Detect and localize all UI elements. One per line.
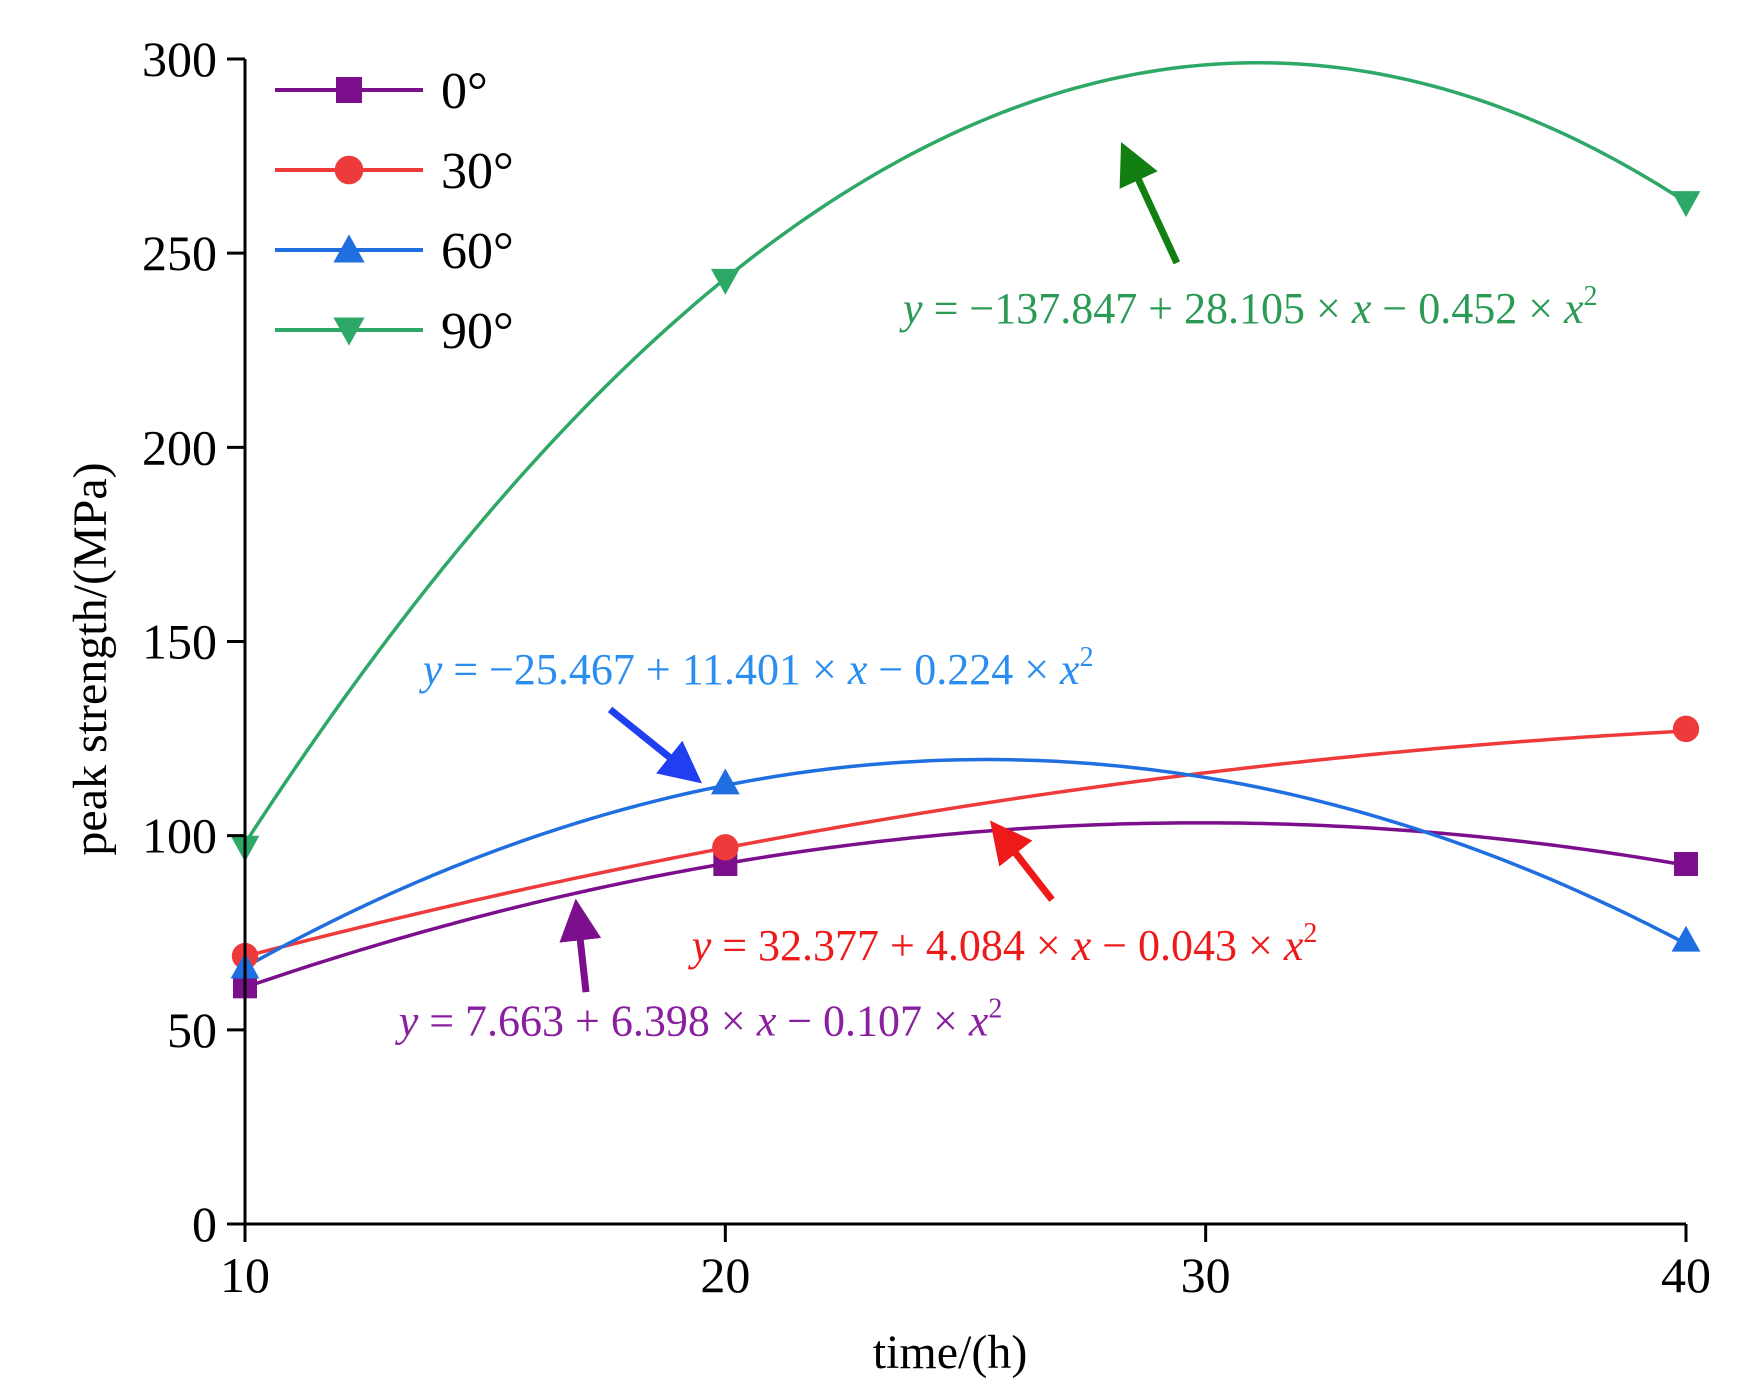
equation-60deg: y = −25.467 + 11.401 × x − 0.224 × x2 [419, 642, 1094, 694]
marker-circle [712, 834, 739, 861]
x-tick-label: 20 [700, 1247, 750, 1303]
marker-triangle-up [1671, 925, 1701, 952]
annotation-arrow-0deg [559, 898, 602, 993]
marker-triangle-down [1671, 191, 1701, 218]
y-tick-label: 50 [167, 1002, 217, 1058]
legend: 0° 30° 60° 90° [275, 63, 514, 360]
annotation-arrow-30deg [990, 820, 1055, 902]
fit-curve-0deg [244, 821, 1687, 989]
y-tick-label: 150 [142, 614, 217, 670]
fit-curve-30deg [244, 729, 1687, 959]
annotation-arrow-90deg [1119, 141, 1181, 265]
y-axis-title: peak strength/(MPa) [64, 462, 117, 855]
equation-annotations: y = −137.847 + 28.105 × x − 0.452 × x2 y … [395, 141, 1598, 1046]
axes: 0 50 100 150 200 250 300 10 20 30 40 [142, 31, 1711, 1303]
legend-label: 30° [441, 143, 514, 200]
marker-square [336, 77, 362, 103]
equation-0deg: y = 7.663 + 6.398 × x − 0.107 × x2 [395, 994, 1003, 1046]
marker-triangle-up [333, 234, 365, 263]
marker-circle [1672, 715, 1700, 743]
legend-item-30deg: 30° [275, 143, 514, 200]
marker-circle [334, 155, 364, 185]
x-tick-label: 40 [1661, 1247, 1711, 1303]
legend-label: 0° [441, 63, 488, 120]
x-tick-label: 10 [220, 1247, 270, 1303]
y-tick-label: 250 [142, 225, 217, 281]
annotation-arrow-60deg [607, 706, 702, 784]
marker-triangle-down [710, 268, 740, 295]
marker-triangle-up [710, 768, 740, 795]
fit-curve-60deg [244, 757, 1687, 969]
fit-curves [243, 60, 1687, 989]
x-axis-title: time/(h) [873, 1326, 1028, 1379]
x-tick-label: 30 [1181, 1247, 1231, 1303]
y-tick-label: 100 [142, 808, 217, 864]
marker-triangle-down [333, 317, 365, 346]
fit-curve-90deg [243, 60, 1687, 845]
legend-label: 60° [441, 223, 514, 280]
equation-90deg: y = −137.847 + 28.105 × x − 0.452 × x2 [899, 281, 1598, 333]
legend-item-60deg: 60° [275, 223, 514, 280]
legend-label: 90° [441, 303, 514, 360]
legend-item-90deg: 90° [275, 303, 514, 360]
y-tick-label: 0 [192, 1196, 217, 1252]
y-tick-label: 300 [142, 31, 217, 87]
marker-square [1674, 852, 1698, 877]
legend-item-0deg: 0° [275, 63, 488, 120]
y-tick-label: 200 [142, 419, 217, 475]
equation-30deg: y = 32.377 + 4.084 × x − 0.043 × x2 [688, 918, 1318, 970]
